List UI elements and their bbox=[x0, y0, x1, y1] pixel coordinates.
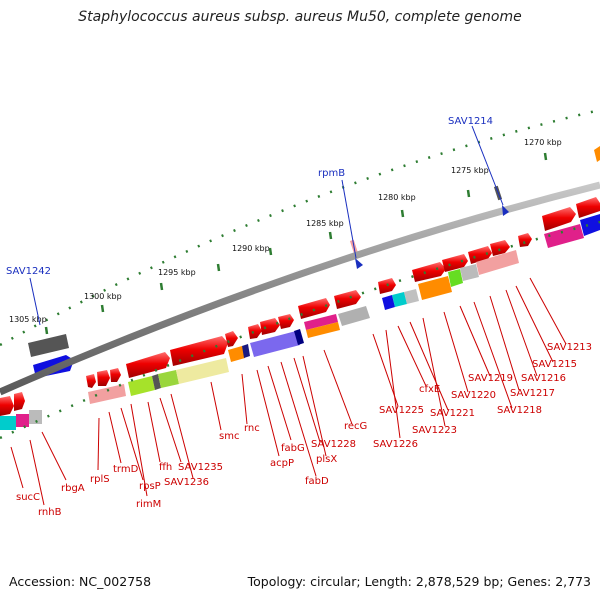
scale-label-1300: 1300 kbp bbox=[84, 292, 122, 301]
label-SAV1215[interactable]: SAV1215 bbox=[532, 359, 577, 370]
label-trmD[interactable]: trmD bbox=[113, 464, 139, 475]
label-SAV1213[interactable]: SAV1213 bbox=[547, 342, 592, 353]
label-SAV1225[interactable]: SAV1225 bbox=[379, 405, 424, 416]
gene-fwd-02[interactable] bbox=[14, 392, 25, 411]
gene-fwd-07[interactable] bbox=[170, 336, 228, 366]
label-SAV1214[interactable]: SAV1214 bbox=[448, 116, 493, 127]
leader-lines bbox=[10, 277, 567, 506]
label-smc[interactable]: smc bbox=[219, 431, 239, 442]
label-SAV1217[interactable]: SAV1217 bbox=[510, 388, 555, 399]
label-acpP[interactable]: acpP bbox=[270, 458, 294, 469]
marker-rpmB bbox=[355, 258, 363, 269]
feature-orange-edge[interactable] bbox=[594, 146, 600, 162]
map-title: Staphylococcus aureus subsp. aureus Mu50… bbox=[78, 9, 522, 25]
block-orange[interactable] bbox=[228, 346, 245, 362]
label-SAV1219[interactable]: SAV1219 bbox=[468, 373, 513, 384]
block-pink[interactable] bbox=[88, 384, 126, 404]
gene-fwd-04[interactable] bbox=[97, 370, 110, 386]
gene-fwd-01[interactable] bbox=[0, 396, 14, 416]
label-rpmB[interactable]: rpmB bbox=[318, 168, 345, 179]
block-stripes[interactable] bbox=[418, 276, 452, 300]
block-darkgray[interactable] bbox=[152, 374, 161, 390]
label-SAV1223[interactable]: SAV1223 bbox=[412, 425, 457, 436]
scale-major-ticks bbox=[44, 152, 548, 335]
scale-label-1285: 1285 kbp bbox=[306, 219, 344, 228]
label-rnhB[interactable]: rnhB bbox=[38, 507, 62, 518]
gene-fwd-18[interactable] bbox=[490, 240, 510, 256]
label-SAV1228[interactable]: SAV1228 bbox=[311, 439, 356, 450]
gene-fwd-05[interactable] bbox=[110, 368, 121, 382]
label-SAV1235[interactable]: SAV1235 bbox=[178, 462, 223, 473]
label-SAV1218[interactable]: SAV1218 bbox=[497, 405, 542, 416]
feature-SAV1242-gray[interactable] bbox=[28, 334, 69, 357]
label-fabD[interactable]: fabD bbox=[305, 476, 329, 487]
scale-label-1305: 1305 kbp bbox=[9, 315, 47, 324]
gene-fwd-21[interactable] bbox=[576, 197, 600, 218]
label-ffh[interactable]: ffh bbox=[159, 462, 172, 473]
block-blue-2[interactable] bbox=[580, 214, 600, 236]
scale-label-1280: 1280 kbp bbox=[378, 193, 416, 202]
label-plsX[interactable]: plsX bbox=[316, 454, 337, 465]
scale-label-1295: 1295 kbp bbox=[158, 268, 196, 277]
marker-SAV1214 bbox=[502, 205, 509, 216]
label-cfxE[interactable]: cfxE bbox=[419, 384, 440, 395]
block-violet[interactable] bbox=[250, 331, 300, 357]
label-SAV1216[interactable]: SAV1216 bbox=[521, 373, 566, 384]
gene-fwd-19[interactable] bbox=[518, 233, 532, 247]
block-lime-2[interactable] bbox=[448, 269, 463, 287]
block-gray-2[interactable] bbox=[338, 306, 370, 326]
block-green[interactable] bbox=[158, 370, 179, 388]
label-SAV1226[interactable]: SAV1226 bbox=[373, 439, 418, 450]
inner-arc-dots bbox=[0, 220, 600, 440]
label-SAV1236[interactable]: SAV1236 bbox=[164, 477, 209, 488]
label-SAV1221[interactable]: SAV1221 bbox=[430, 408, 475, 419]
genome-backbone bbox=[0, 181, 600, 396]
label-recG[interactable]: recG bbox=[344, 421, 367, 432]
gene-fwd-11[interactable] bbox=[278, 314, 294, 329]
gene-fwd-12[interactable] bbox=[298, 298, 330, 319]
block-magenta-2[interactable] bbox=[304, 314, 338, 330]
gene-fwd-09[interactable] bbox=[248, 324, 262, 339]
scale-label-1270: 1270 kbp bbox=[524, 138, 562, 147]
topology-text: Topology: circular; Length: 2,878,529 bp… bbox=[247, 574, 591, 589]
label-rimM[interactable]: rimM bbox=[136, 499, 161, 510]
label-rnc[interactable]: rnc bbox=[244, 423, 260, 434]
label-rbgA[interactable]: rbgA bbox=[61, 483, 85, 494]
gene-fwd-13[interactable] bbox=[334, 290, 361, 309]
block-blue[interactable] bbox=[382, 295, 395, 310]
block-gray-1[interactable] bbox=[29, 410, 42, 424]
block-orange-2[interactable] bbox=[306, 322, 340, 338]
block-gray-4[interactable] bbox=[460, 264, 479, 281]
block-magenta[interactable] bbox=[16, 414, 29, 427]
gene-fwd-16[interactable] bbox=[442, 254, 468, 272]
label-SAV1242[interactable]: SAV1242 bbox=[6, 266, 51, 277]
gene-fwd-06[interactable] bbox=[126, 352, 170, 378]
label-fabG[interactable]: fabG bbox=[281, 443, 305, 454]
gene-fwd-10[interactable] bbox=[260, 318, 280, 335]
label-sucC[interactable]: sucC bbox=[16, 492, 40, 503]
block-pink-2[interactable] bbox=[476, 250, 519, 275]
accession-text: Accession: NC_002758 bbox=[9, 574, 152, 589]
blue-leader-lines bbox=[29, 125, 504, 326]
annotation-track bbox=[0, 214, 600, 430]
block-cyan[interactable] bbox=[0, 416, 16, 430]
block-lime[interactable] bbox=[128, 376, 155, 396]
gene-fwd-15[interactable] bbox=[412, 262, 446, 282]
gene-fwd-03[interactable] bbox=[86, 374, 96, 388]
block-navy[interactable] bbox=[242, 344, 250, 358]
block-navy-2[interactable] bbox=[294, 329, 304, 345]
scale-label-1275: 1275 kbp bbox=[451, 166, 489, 175]
label-SAV1220[interactable]: SAV1220 bbox=[451, 390, 496, 401]
scale-label-1290: 1290 kbp bbox=[232, 244, 270, 253]
block-cyan-2[interactable] bbox=[392, 292, 407, 307]
label-rpsP[interactable]: rpsP bbox=[139, 481, 161, 492]
label-rplS[interactable]: rplS bbox=[90, 474, 110, 485]
block-gray-3[interactable] bbox=[404, 289, 419, 304]
block-khaki[interactable] bbox=[176, 358, 229, 384]
gene-fwd-20[interactable] bbox=[542, 207, 576, 231]
